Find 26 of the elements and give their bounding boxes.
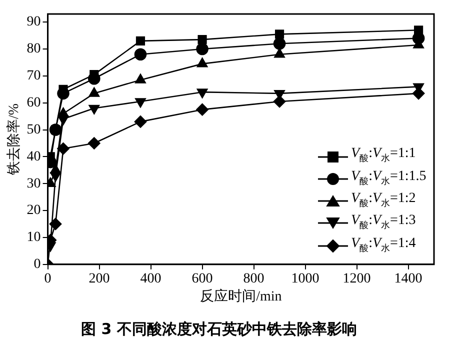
y-tick-label: 30 xyxy=(26,176,41,192)
x-tick-label: 1200 xyxy=(342,271,371,286)
legend-label: V$_{酸}$:V$_{水}$=1:2 xyxy=(351,190,416,210)
x-tick-label: 600 xyxy=(192,271,213,286)
y-tick-label: 20 xyxy=(26,203,41,218)
legend-label: V$_{酸}$:V$_{水}$=1:4 xyxy=(351,234,416,254)
y-tick-label: 0 xyxy=(34,257,41,272)
y-tick-label: 10 xyxy=(26,230,41,246)
legend-label: V$_{酸}$:V$_{水}$=1:3 xyxy=(351,212,416,232)
y-tick-label: 60 xyxy=(26,96,41,111)
y-tick-label: 40 xyxy=(26,149,41,164)
y-axis-title: 铁去除率/% xyxy=(6,103,22,176)
x-tick-label: 0 xyxy=(44,271,52,286)
y-tick-label: 90 xyxy=(26,14,41,30)
text: 图 3 不同酸浓度对石英砂中铁去除率影响 xyxy=(81,320,357,338)
legend-label: V$_{酸}$:V$_{水}$=1:1 xyxy=(351,145,416,166)
x-tick-label: 400 xyxy=(140,271,162,286)
x-tick-label: 800 xyxy=(243,271,264,286)
x-tick-label: 1000 xyxy=(291,271,320,286)
x-tick-label: 1400 xyxy=(394,271,422,286)
x-axis-title: 反应时间/min xyxy=(200,288,282,304)
y-tick-label: 70 xyxy=(26,68,41,84)
legend-label: V$_{酸}$:V$_{水}$=1:1.5 xyxy=(351,168,426,188)
y-tick-label: 50 xyxy=(26,122,41,138)
y-tick-label: 80 xyxy=(26,42,41,57)
x-tick-label: 200 xyxy=(88,271,110,286)
